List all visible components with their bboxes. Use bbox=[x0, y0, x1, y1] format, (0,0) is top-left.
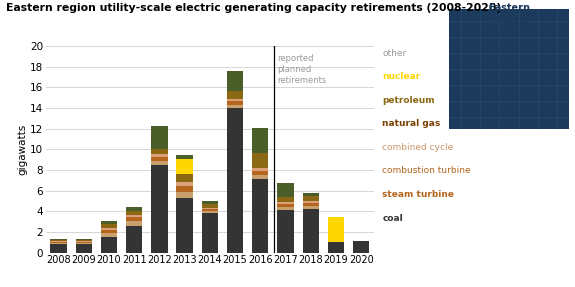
Bar bbox=[353, 241, 369, 253]
Bar bbox=[252, 127, 269, 153]
Bar bbox=[177, 187, 193, 192]
Bar bbox=[277, 183, 294, 197]
Text: Eastern region utility-scale electric generating capacity retirements (2008-2020: Eastern region utility-scale electric ge… bbox=[6, 3, 501, 13]
Bar bbox=[76, 244, 92, 253]
Bar bbox=[126, 220, 143, 226]
Bar bbox=[277, 210, 294, 253]
Text: other: other bbox=[382, 49, 407, 58]
Bar bbox=[177, 198, 193, 253]
Bar bbox=[151, 165, 168, 253]
Bar bbox=[51, 240, 67, 241]
Bar bbox=[177, 174, 193, 182]
Bar bbox=[76, 243, 92, 244]
Bar bbox=[202, 204, 218, 208]
Bar bbox=[328, 218, 344, 242]
Bar bbox=[126, 211, 143, 215]
Bar bbox=[151, 161, 168, 165]
Y-axis label: gigawatts: gigawatts bbox=[17, 124, 27, 175]
Bar bbox=[51, 242, 67, 243]
Bar bbox=[302, 209, 319, 253]
Bar bbox=[252, 171, 269, 175]
Bar bbox=[277, 197, 294, 202]
Text: reported
planned
retirements: reported planned retirements bbox=[277, 54, 327, 86]
Bar bbox=[202, 213, 218, 253]
Bar bbox=[76, 241, 92, 242]
Bar bbox=[227, 108, 243, 253]
Text: Eastern
region: Eastern region bbox=[488, 3, 530, 24]
Bar bbox=[302, 206, 319, 209]
Bar bbox=[252, 175, 269, 179]
Bar bbox=[101, 228, 117, 230]
Bar bbox=[151, 126, 168, 149]
Bar bbox=[126, 215, 143, 217]
Bar bbox=[202, 201, 218, 204]
Bar bbox=[76, 242, 92, 243]
Bar bbox=[227, 71, 243, 91]
Text: natural gas: natural gas bbox=[382, 119, 440, 128]
Bar bbox=[151, 157, 168, 161]
Text: nuclear: nuclear bbox=[382, 72, 421, 81]
Bar bbox=[101, 230, 117, 233]
Bar bbox=[51, 243, 67, 244]
Bar bbox=[151, 149, 168, 154]
Bar bbox=[302, 196, 319, 201]
Bar bbox=[51, 241, 67, 242]
Bar bbox=[227, 91, 243, 99]
Bar bbox=[227, 105, 243, 108]
Bar bbox=[177, 158, 193, 174]
Bar bbox=[101, 221, 117, 224]
Bar bbox=[227, 99, 243, 101]
Bar bbox=[126, 226, 143, 253]
Bar bbox=[302, 201, 319, 203]
Bar bbox=[51, 239, 67, 240]
Bar bbox=[252, 179, 269, 253]
Bar bbox=[101, 237, 117, 253]
Text: steam turbine: steam turbine bbox=[382, 190, 454, 199]
Bar bbox=[177, 182, 193, 187]
Bar bbox=[177, 192, 193, 198]
Bar bbox=[328, 242, 344, 253]
Text: combined cycle: combined cycle bbox=[382, 143, 454, 152]
Bar bbox=[101, 233, 117, 237]
Bar bbox=[177, 156, 193, 158]
Bar bbox=[277, 207, 294, 210]
Bar bbox=[126, 217, 143, 220]
Bar bbox=[202, 208, 218, 209]
Bar bbox=[126, 207, 143, 211]
Bar bbox=[277, 202, 294, 204]
Bar bbox=[101, 224, 117, 228]
Bar bbox=[252, 153, 269, 168]
Text: combustion turbine: combustion turbine bbox=[382, 166, 471, 175]
Text: petroleum: petroleum bbox=[382, 96, 435, 105]
Bar bbox=[227, 101, 243, 105]
Bar bbox=[302, 203, 319, 206]
Bar bbox=[252, 168, 269, 171]
Bar bbox=[202, 211, 218, 213]
Bar bbox=[151, 154, 168, 157]
Bar bbox=[76, 240, 92, 241]
Bar bbox=[51, 244, 67, 253]
Bar bbox=[76, 239, 92, 240]
Bar bbox=[302, 193, 319, 196]
Bar bbox=[202, 209, 218, 211]
Bar bbox=[277, 204, 294, 207]
Text: coal: coal bbox=[382, 214, 403, 222]
